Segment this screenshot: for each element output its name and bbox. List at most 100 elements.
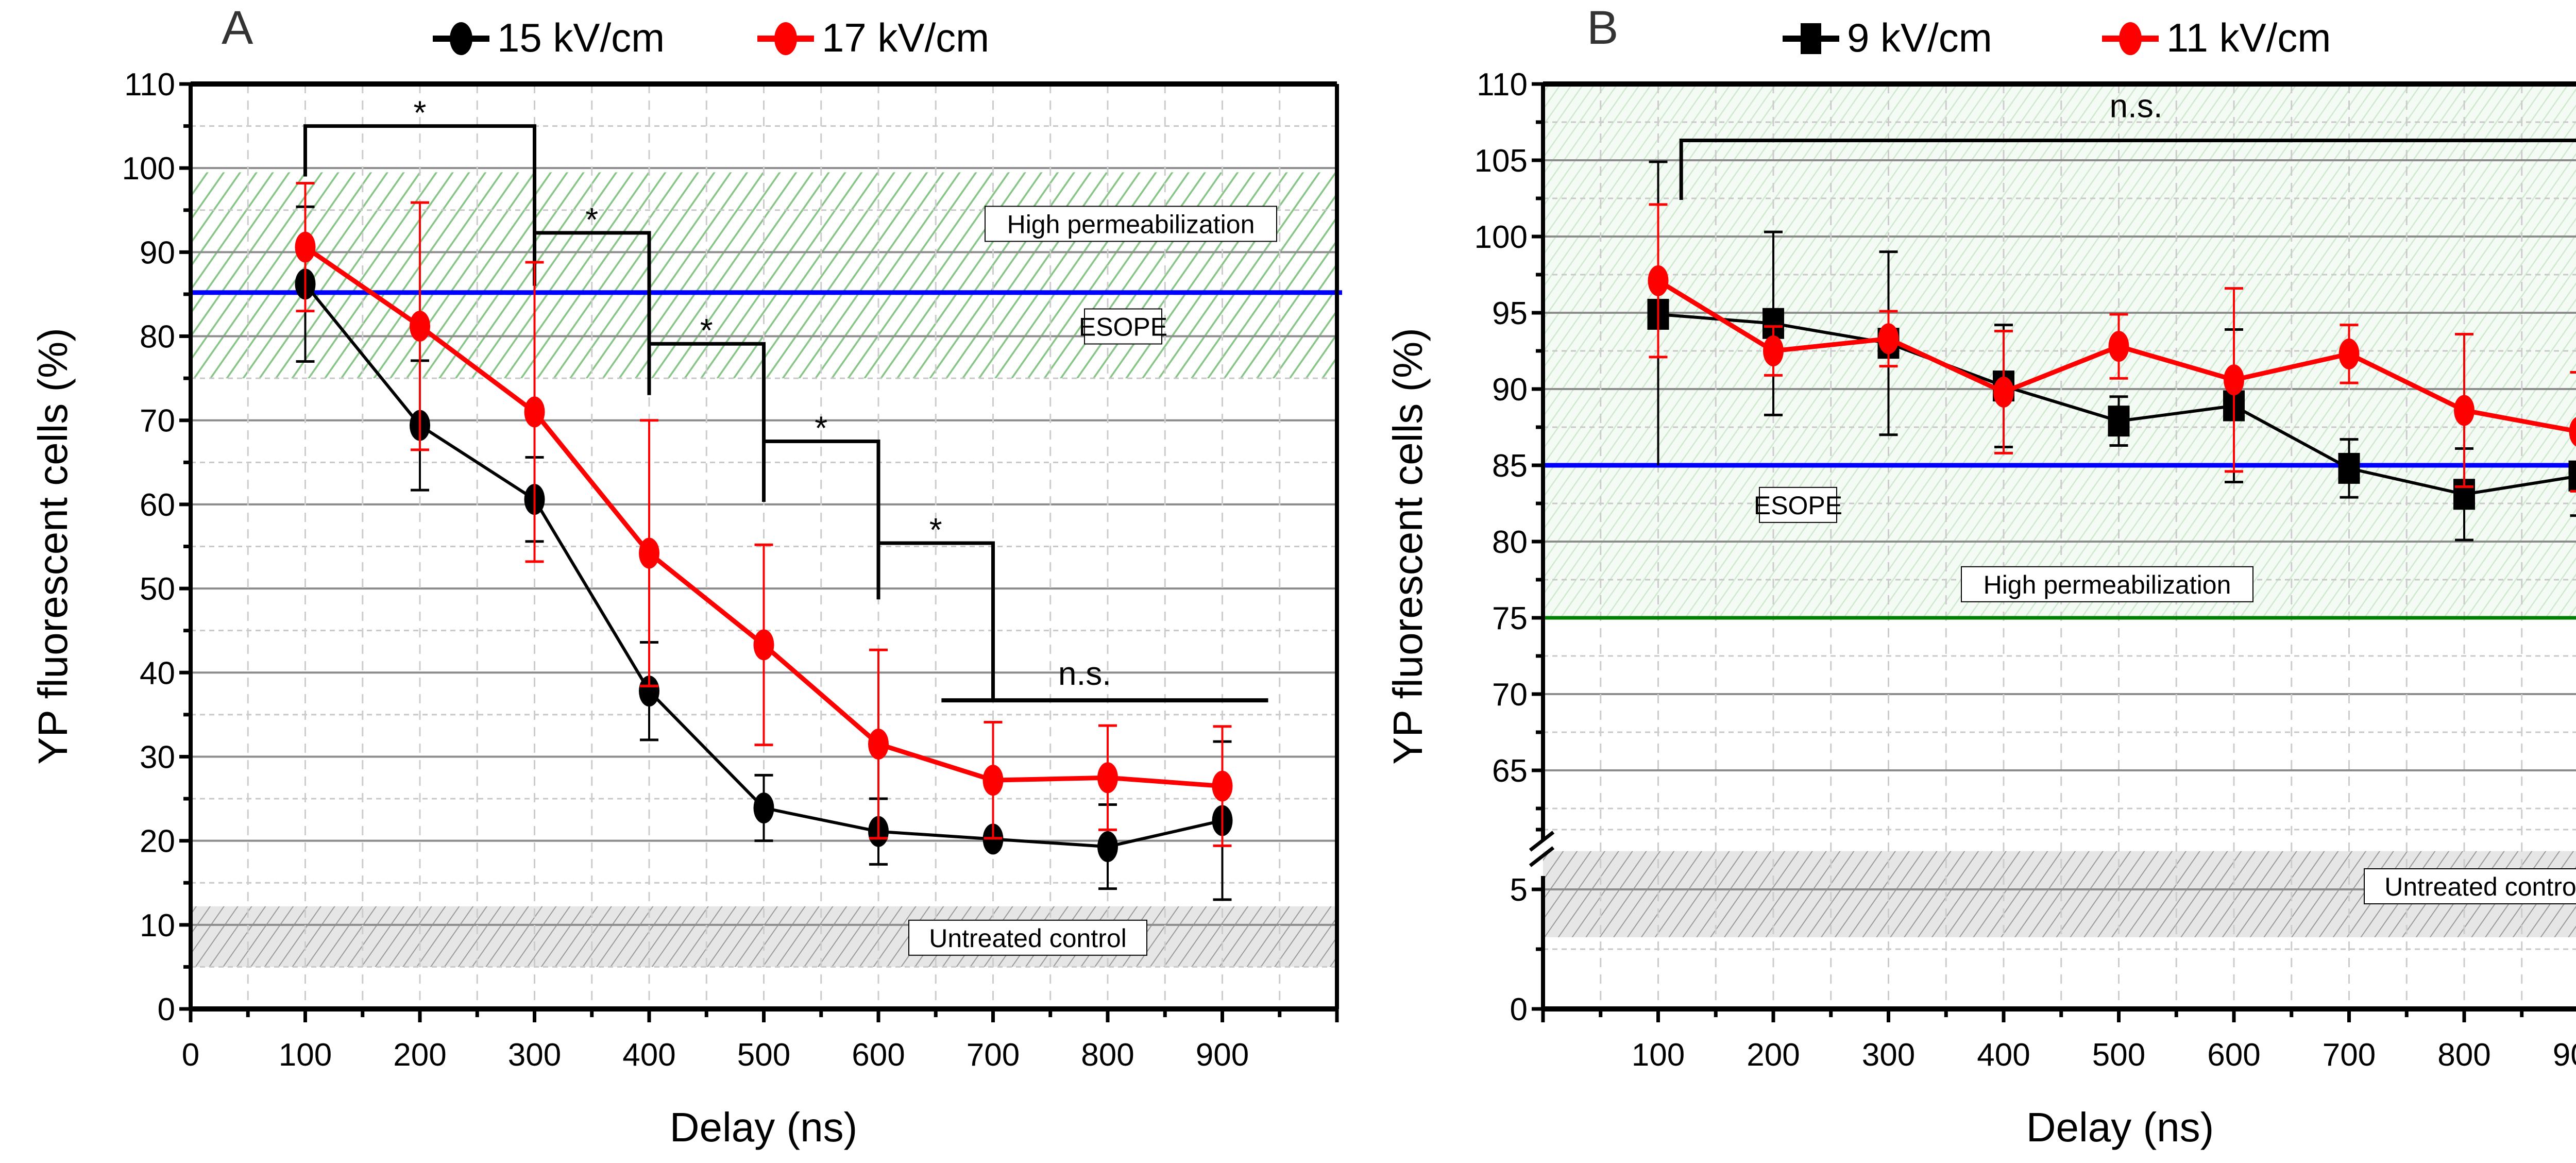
significance-bracket xyxy=(649,342,766,502)
y-tick-label: 20 xyxy=(140,824,175,859)
data-point xyxy=(1097,831,1118,863)
data-point xyxy=(1993,376,2014,408)
y-tick-label: 105 xyxy=(1475,143,1528,179)
y-tick-label: 110 xyxy=(124,67,175,103)
legend-label: 17 kV/cm xyxy=(822,15,989,60)
y-tick-label: 5 xyxy=(1510,872,1528,908)
significance-bracket xyxy=(764,440,880,600)
panel-b-letter: B xyxy=(1587,2,1618,54)
data-point xyxy=(1763,335,1784,366)
data-point xyxy=(753,792,774,823)
panel-b: B 9 kV/cm 11 kV/cm n.s. ESOPE High permeabi… xyxy=(1385,2,2576,1150)
y-tick-label: 65 xyxy=(1492,753,1528,789)
high-permeabilization-label-box xyxy=(985,206,1277,242)
legend-label: 9 kV/cm xyxy=(1847,15,1992,60)
data-point xyxy=(2454,395,2475,426)
significance-label: * xyxy=(585,201,598,238)
y-tick-label: 100 xyxy=(122,151,175,187)
data-point xyxy=(1648,265,1669,296)
significance-label: * xyxy=(414,94,427,131)
data-point xyxy=(639,676,659,707)
untreated-control-label: Untreated control xyxy=(929,924,1127,953)
y-tick-label: 80 xyxy=(1492,525,1528,560)
high-permeabilization-label: High permeabilization xyxy=(1984,570,2231,599)
x-tick-label: 200 xyxy=(393,1037,446,1073)
x-tick-label: 500 xyxy=(2092,1037,2145,1073)
legend-marker xyxy=(774,22,797,55)
x-axis-title-b: Delay (ns) xyxy=(2026,1104,2214,1150)
x-tick-label: 300 xyxy=(1862,1037,1915,1073)
data-point xyxy=(295,231,316,263)
x-tick-label: 700 xyxy=(967,1037,1020,1073)
legend-b: 9 kV/cm 11 kV/cm xyxy=(1783,15,2331,60)
data-point xyxy=(868,728,889,760)
high-permeabilization-label: High permeabilization xyxy=(1007,210,1255,239)
x-tick-label: 600 xyxy=(2207,1037,2260,1073)
panel-a-letter: A xyxy=(222,2,253,54)
high-permeabilization-label-box xyxy=(1961,566,2253,602)
x-tick-label: 800 xyxy=(2437,1037,2490,1073)
esope-label: ESOPE xyxy=(1079,312,1167,341)
untreated-control-label-box xyxy=(2364,868,2576,904)
y-axis-title-a: YP fluorescent cells (%) xyxy=(30,328,76,765)
data-point xyxy=(2338,338,2360,369)
axis-break-mark xyxy=(1529,846,1555,867)
significance-label: * xyxy=(700,312,713,349)
y-tick-label: 90 xyxy=(140,235,175,271)
data-point xyxy=(982,765,1004,796)
band-high-permeabilization xyxy=(1543,84,2576,618)
esope-label: ESOPE xyxy=(1754,491,1842,520)
plot-area-b: n.s. ESOPE High permeabilization Untreated … xyxy=(1475,67,2576,1073)
x-tick-label: 700 xyxy=(2323,1037,2376,1073)
data-point xyxy=(1097,762,1118,794)
y-tick-label: 100 xyxy=(1475,220,1528,255)
data-point xyxy=(1878,323,1899,355)
y-axis-title-b: YP fluorescent cells (%) xyxy=(1385,328,1431,765)
y-tick-label: 0 xyxy=(1510,992,1528,1027)
plot-area-a: * * * * * n.s. High permeabilization ESOPE Untre… xyxy=(122,67,1342,1073)
x-tick-label: 400 xyxy=(622,1037,675,1073)
significance-bracket xyxy=(303,124,536,286)
y-tick-label: 70 xyxy=(140,403,175,439)
significance-label: n.s. xyxy=(1058,655,1111,692)
y-tick-label: 60 xyxy=(140,487,175,523)
x-tick-label: 600 xyxy=(852,1037,905,1073)
y-tick-label: 70 xyxy=(1492,677,1528,713)
y-tick-label: 80 xyxy=(140,319,175,355)
axis-break-mark xyxy=(1529,831,1555,852)
y-tick-label: 95 xyxy=(1492,296,1528,331)
x-tick-label: 800 xyxy=(1081,1037,1134,1073)
x-tick-label: 100 xyxy=(1632,1037,1685,1073)
untreated-control-label: Untreated control xyxy=(2384,872,2576,901)
untreated-control-label-box xyxy=(908,919,1147,956)
significance-bracket xyxy=(1679,139,2576,200)
y-tick-label: 75 xyxy=(1492,601,1528,636)
data-point xyxy=(1212,770,1233,802)
esope-label-box xyxy=(1084,308,1162,345)
y-tick-label: 30 xyxy=(140,739,175,775)
legend-a: 15 kV/cm 17 kV/cm xyxy=(433,15,989,60)
x-tick-label: 100 xyxy=(279,1037,332,1073)
significance-label: n.s. xyxy=(2109,88,2162,125)
data-point xyxy=(2569,417,2576,447)
data-point xyxy=(753,629,774,661)
x-tick-label: 900 xyxy=(2553,1037,2576,1073)
x-tick-label: 0 xyxy=(182,1037,199,1073)
significance-label: * xyxy=(929,511,942,548)
data-point xyxy=(2338,452,2360,484)
data-point xyxy=(2224,364,2244,396)
significance-label: * xyxy=(815,410,827,447)
y-tick-label: 40 xyxy=(140,655,175,691)
x-tick-label: 500 xyxy=(737,1037,790,1073)
legend-marker xyxy=(1801,23,1821,54)
y-tick-label: 50 xyxy=(140,571,175,607)
significance-bracket xyxy=(534,231,651,395)
legend-label: 15 kV/cm xyxy=(497,15,665,60)
panel-a: A 15 kV/cm 17 kV/cm * * * * * n.s. High permeab… xyxy=(30,2,1342,1150)
legend-marker xyxy=(2119,22,2142,55)
x-tick-label: 200 xyxy=(1747,1037,1800,1073)
data-point xyxy=(2108,406,2130,437)
y-tick-label: 0 xyxy=(158,992,175,1027)
y-tick-label: 110 xyxy=(1477,67,1528,103)
